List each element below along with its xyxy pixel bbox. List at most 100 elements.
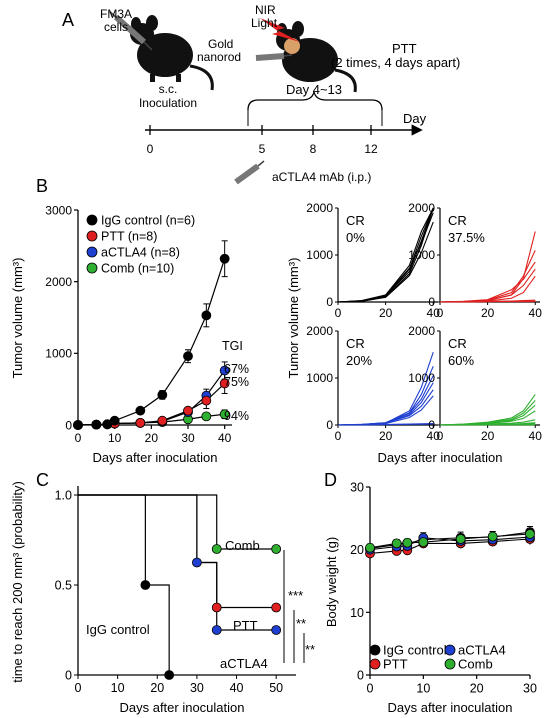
mouse-1-illustration <box>130 15 214 91</box>
cell-label-2: cells <box>104 20 128 34</box>
cr-label: CR <box>448 213 467 228</box>
data-point <box>109 415 120 426</box>
legend-marker <box>369 658 381 670</box>
x-axis-title: Days after inoculation <box>119 700 244 715</box>
legend-label: Comb (n=10) <box>101 262 174 276</box>
growth-curve <box>337 423 434 426</box>
growth-curve <box>439 261 536 303</box>
inoculation-label-2: Inoculation <box>139 96 197 110</box>
panel-c-chart: 0 10 20 30 40 50 0 0.5 1.0 Days after inoculation… <box>10 481 315 715</box>
data-point <box>73 420 83 430</box>
series-end-label: 75% <box>224 375 249 389</box>
cr-label: CR <box>346 213 365 228</box>
y-tick-label: 10 <box>350 606 364 620</box>
data-point <box>402 537 413 548</box>
data-point <box>219 253 230 264</box>
survival-step-line <box>78 494 277 550</box>
x-tick-label: 0 <box>437 306 444 320</box>
timeline-tick-label: 8 <box>310 142 317 156</box>
y-tick-label: 0.5 <box>55 579 72 593</box>
cell-label-1: FM3A <box>100 7 132 21</box>
x-tick-label: 40 <box>230 681 244 695</box>
timeline-tick-label: 0 <box>147 142 154 156</box>
y-tick-label: 1000 <box>45 347 72 361</box>
y-tick-label: 1000 <box>408 371 435 385</box>
legend-marker <box>86 246 98 258</box>
legend-label: aCTLA4 (n=8) <box>101 246 180 260</box>
legend-marker <box>444 658 456 670</box>
x-tick-label: 20 <box>481 306 495 320</box>
y-tick-label: 2000 <box>408 201 435 215</box>
y-axis-title: Tumor volume (mm³) <box>10 258 25 379</box>
day-range-brace <box>247 91 383 111</box>
data-point <box>201 411 212 422</box>
series-label: PTT <box>233 618 258 633</box>
growth-curve <box>439 268 536 303</box>
y-axis-title: time to reach 200 mm³ (probability) <box>10 481 25 683</box>
antibody-syringe-icon <box>234 160 265 185</box>
x-axis-title: Days after inoculation <box>387 700 512 715</box>
x-tick-label: 40 <box>427 306 441 320</box>
x-tick-label: 50 <box>269 681 283 695</box>
x-tick-label: 20 <box>470 682 484 696</box>
x-tick-label: 40 <box>427 429 441 443</box>
panel-a: A FM3A cells s.c. Inoculation <box>62 3 460 185</box>
syringe-icon-2 <box>255 53 293 61</box>
growth-curve <box>337 389 434 426</box>
x-tick-label: 30 <box>523 682 537 696</box>
survival-marker <box>211 544 222 554</box>
significance-label: ** <box>296 616 306 631</box>
x-tick-label: 40 <box>529 306 543 320</box>
gold-label-2: nanorod <box>197 50 241 64</box>
x-tick-label: 20 <box>379 306 393 320</box>
survival-marker <box>271 625 282 635</box>
panel-label-b: B <box>36 176 48 196</box>
cr-value: 37.5% <box>448 230 485 245</box>
inoculation-label-1: s.c. <box>159 82 178 96</box>
x-tick-label: 40 <box>529 429 543 443</box>
survival-marker <box>140 580 151 590</box>
legend-marker <box>86 262 98 274</box>
x-tick-label: 0 <box>335 429 342 443</box>
y-tick-label: 2000 <box>408 324 435 338</box>
panel-b-left-chart: 0 10 20 30 40 0 1000 2000 3000 Days after inocula… <box>10 203 249 465</box>
survival-step-line <box>78 494 277 631</box>
y-tick-label: 1000 <box>306 248 333 262</box>
growth-curve <box>337 382 434 426</box>
panel-label-c: C <box>36 470 49 490</box>
y-tick-label: 1.0 <box>55 489 72 503</box>
syringe-icon <box>109 11 153 51</box>
y-axis-title: Tumor volume (mm³) <box>286 258 301 379</box>
x-tick-label: 0 <box>437 429 444 443</box>
data-point <box>391 538 402 549</box>
significance-label: ** <box>305 642 315 657</box>
y-tick-label: 3000 <box>45 203 72 217</box>
ptt-label-1: PTT <box>392 41 417 56</box>
y-tick-label: 0 <box>65 418 72 432</box>
timeline-tick-label: 5 <box>259 142 266 156</box>
legend-label: PTT (n=8) <box>101 230 157 244</box>
data-point <box>219 378 230 389</box>
gold-label-1: Gold <box>208 37 233 51</box>
survival-marker <box>164 670 175 680</box>
survival-marker <box>192 557 202 568</box>
x-tick-label: 10 <box>108 431 122 445</box>
legend-label: Comb <box>458 657 493 672</box>
cr-label: CR <box>448 336 467 351</box>
data-point <box>183 405 193 416</box>
data-point <box>487 531 498 542</box>
timeline-ticks: 0 5 8 12 <box>147 110 383 156</box>
data-point <box>135 417 146 428</box>
x-tick-label: 10 <box>111 681 125 695</box>
timeline-tick-label: 12 <box>364 142 378 156</box>
lightning-icon <box>260 18 300 42</box>
growth-curve <box>439 394 536 426</box>
x-axis-title: Days after inoculation <box>92 450 217 465</box>
y-tick-label: 0 <box>326 295 333 309</box>
series-label: IgG control <box>86 622 150 637</box>
y-tick-label: 0 <box>326 418 333 432</box>
x-tick-label: 0 <box>75 681 82 695</box>
y-tick-label: 30 <box>350 481 364 495</box>
cr-value: 0% <box>346 230 365 245</box>
